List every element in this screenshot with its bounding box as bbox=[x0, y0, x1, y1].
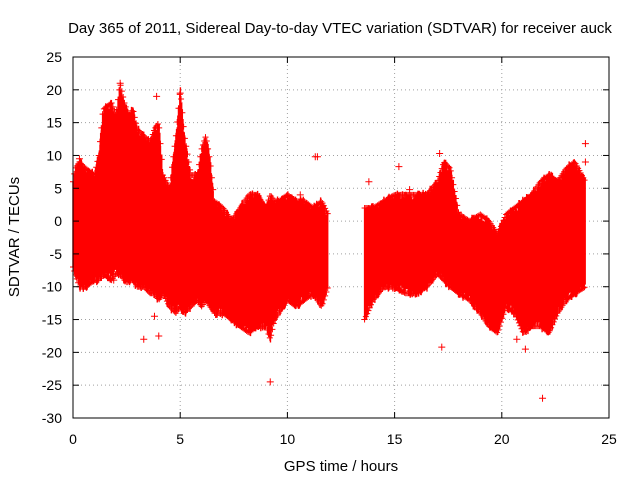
outlier-point bbox=[75, 155, 83, 163]
outlier-point bbox=[176, 89, 184, 97]
outlier-point bbox=[266, 378, 274, 386]
outlier-point bbox=[174, 155, 182, 163]
plot-frame bbox=[72, 56, 610, 419]
y-axis-label: SDTVAR / TECUs bbox=[6, 177, 23, 297]
outlier-point bbox=[110, 276, 118, 284]
outlier-point bbox=[155, 332, 163, 340]
y-tick-label: -15 bbox=[42, 312, 62, 328]
y-tick-label: 5 bbox=[54, 180, 62, 196]
outlier-point bbox=[521, 345, 529, 353]
x-tick-label: 10 bbox=[280, 431, 296, 447]
y-tick-label: 0 bbox=[54, 213, 62, 229]
outlier-point bbox=[395, 163, 403, 171]
chart-title: Day 365 of 2011, Sidereal Day-to-day VTE… bbox=[68, 20, 612, 37]
y-tick-label: 15 bbox=[46, 115, 62, 131]
outlier-point bbox=[150, 312, 158, 320]
x-tick-labels: 0 5 10 15 20 25 bbox=[69, 431, 617, 447]
x-tick-label: 25 bbox=[601, 431, 617, 447]
y-tick-label: -20 bbox=[42, 344, 62, 360]
y-tick-label: 20 bbox=[46, 82, 62, 98]
x-axis-label: GPS time / hours bbox=[284, 458, 398, 475]
data-band-late bbox=[363, 159, 586, 336]
y-tick-label: 25 bbox=[46, 49, 62, 65]
x-tick-label: 0 bbox=[69, 431, 77, 447]
x-tick-label: 20 bbox=[494, 431, 510, 447]
y-tick-labels: -30 -25 -20 -15 -10 -5 0 5 10 15 20 25 bbox=[42, 49, 62, 426]
outlier-point bbox=[539, 394, 547, 402]
outlier-point bbox=[581, 140, 589, 148]
x-tick-label: 5 bbox=[176, 431, 184, 447]
y-tick-label: -30 bbox=[42, 410, 62, 426]
outlier-point bbox=[116, 79, 124, 87]
axis-ticks bbox=[72, 56, 610, 419]
y-tick-label: -25 bbox=[42, 377, 62, 393]
data-band-late-edge-markers bbox=[361, 159, 588, 336]
outlier-point bbox=[436, 149, 444, 157]
y-tick-label: -10 bbox=[42, 279, 62, 295]
outlier-point bbox=[513, 335, 521, 343]
outlier-point bbox=[313, 153, 321, 161]
x-tick-label: 15 bbox=[387, 431, 403, 447]
outlier-point bbox=[438, 343, 446, 351]
outlier-point bbox=[406, 186, 414, 194]
outlier-point bbox=[140, 335, 148, 343]
outlier-point bbox=[153, 92, 161, 100]
outlier-point bbox=[581, 158, 589, 166]
outlier-point bbox=[365, 178, 373, 186]
y-tick-label: 10 bbox=[46, 147, 62, 163]
outlier-point bbox=[142, 270, 150, 278]
y-tick-label: -5 bbox=[50, 246, 63, 262]
outlier-point bbox=[296, 191, 304, 199]
